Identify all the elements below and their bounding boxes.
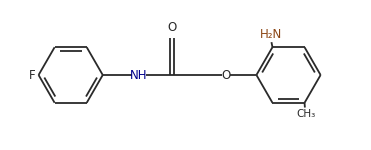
Text: F: F [29, 69, 36, 81]
Text: CH₃: CH₃ [296, 109, 315, 119]
Text: H₂N: H₂N [260, 28, 282, 41]
Text: O: O [167, 21, 177, 34]
Text: O: O [221, 69, 231, 81]
Text: NH: NH [129, 69, 147, 81]
